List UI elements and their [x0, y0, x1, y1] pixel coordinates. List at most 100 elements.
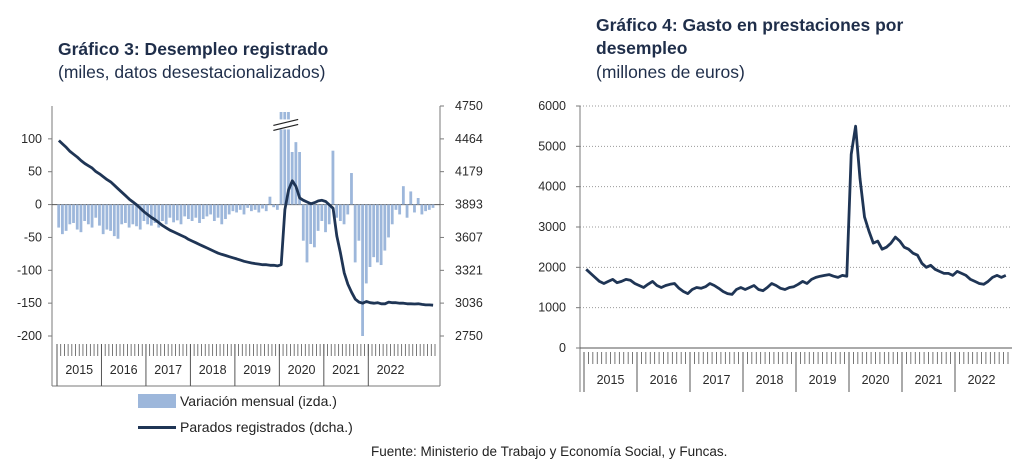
right-tick-label: 2750: [455, 329, 483, 343]
variation-bar: [227, 204, 231, 215]
variation-bar: [390, 204, 394, 225]
variation-bar: [409, 191, 413, 205]
legend-bars-label: Variación mensual (izda.): [180, 393, 337, 409]
year-label: 2022: [968, 373, 996, 387]
variation-bar: [342, 204, 346, 225]
variation-bar: [372, 204, 376, 258]
variation-bar: [416, 198, 420, 205]
year-label: 2015: [65, 363, 93, 377]
variation-bar: [212, 204, 216, 221]
axis-break-line: [273, 123, 299, 131]
y-tick-label: 1000: [538, 301, 566, 315]
year-label: 2017: [703, 373, 731, 387]
variation-bar: [98, 204, 101, 226]
variation-bar: [57, 204, 61, 228]
variation-bar: [279, 112, 283, 205]
right-tick-label: 3321: [455, 263, 483, 277]
variation-bar: [231, 204, 235, 212]
variation-bar: [238, 204, 242, 210]
variation-bar: [83, 204, 87, 221]
variation-bar: [175, 204, 179, 221]
variation-bar: [168, 204, 172, 218]
left-tick-label: 100: [21, 132, 42, 146]
variation-bar: [64, 204, 68, 231]
benefits-spending-line: [585, 124, 1007, 296]
variation-bar: [183, 204, 187, 217]
legend-bars: Variación mensual (izda.): [138, 393, 337, 409]
variation-bar: [220, 204, 224, 225]
axis-break-gap: [274, 119, 296, 130]
year-label: 2016: [650, 373, 678, 387]
variation-bar: [431, 204, 435, 208]
variation-bar: [357, 204, 361, 241]
variation-bar: [90, 204, 94, 228]
year-label: 2020: [862, 373, 890, 387]
variation-bar: [301, 204, 305, 241]
y-tick-label: 5000: [538, 139, 566, 153]
variation-bar: [75, 204, 79, 230]
variation-bar: [420, 204, 424, 215]
year-label: 2018: [756, 373, 784, 387]
variation-bar: [194, 204, 198, 218]
variation-bar: [131, 204, 135, 225]
variation-bar: [61, 204, 64, 235]
variation-bar: [398, 204, 402, 215]
left-tick-label: 50: [28, 165, 42, 179]
y-tick-label: 3000: [538, 220, 566, 234]
right-chart-title-line2: desempleo: [596, 38, 688, 58]
variation-bar: [405, 204, 409, 218]
variation-bar: [264, 204, 268, 212]
variation-bar: [101, 204, 105, 235]
variation-bar: [294, 142, 298, 205]
variation-bar: [79, 204, 83, 233]
year-label: 2020: [288, 363, 316, 377]
registered-unemployed-line: [57, 139, 434, 307]
variation-bar: [94, 204, 98, 218]
variation-bar: [387, 204, 390, 238]
variation-bar: [205, 204, 209, 217]
left-tick-label: -50: [24, 230, 42, 244]
variation-bar: [383, 204, 387, 251]
variation-bar: [368, 204, 372, 267]
variation-bar: [124, 204, 127, 223]
right-tick-label: 4464: [455, 132, 483, 146]
variation-bar: [424, 204, 427, 212]
right-tick-label: 3036: [455, 296, 483, 310]
variation-bar: [268, 196, 272, 205]
variation-bar: [235, 204, 238, 213]
variation-bar: [272, 204, 276, 208]
variation-bar: [346, 204, 350, 215]
variation-bar: [313, 204, 316, 248]
variation-bar: [253, 204, 257, 210]
variation-bar: [290, 152, 294, 205]
year-label: 2017: [154, 363, 182, 377]
legend-line-label: Parados registrados (dcha.): [180, 419, 353, 435]
year-label: 2015: [597, 373, 625, 387]
left-tick-label: -100: [17, 263, 42, 277]
variation-bar: [324, 204, 327, 233]
year-label: 2016: [110, 363, 138, 377]
year-label: 2018: [199, 363, 227, 377]
variation-bar: [120, 204, 124, 225]
variation-bar: [250, 204, 253, 212]
axis-break-line: [273, 118, 299, 126]
variation-bar: [149, 204, 153, 226]
right-chart-title-line1: Gráfico 4: Gasto en prestaciones por: [596, 15, 904, 35]
left-tick-label: -150: [17, 296, 42, 310]
variation-bar: [261, 204, 264, 209]
variation-bar: [172, 204, 175, 223]
variation-bar: [116, 204, 120, 239]
variation-bar: [257, 204, 261, 213]
variation-bar: [127, 204, 131, 228]
variation-bar: [72, 204, 75, 223]
variation-bar: [179, 204, 183, 225]
variation-bar: [275, 204, 279, 210]
source-note: Fuente: Ministerio de Trabajo y Economía…: [371, 444, 728, 459]
variation-bar: [364, 204, 368, 284]
variation-bar: [305, 204, 309, 263]
right-tick-label: 3893: [455, 198, 483, 212]
legend-line-swatch: [138, 425, 176, 429]
variation-bar: [335, 204, 339, 218]
variation-bar: [361, 204, 364, 336]
year-label: 2021: [332, 363, 360, 377]
